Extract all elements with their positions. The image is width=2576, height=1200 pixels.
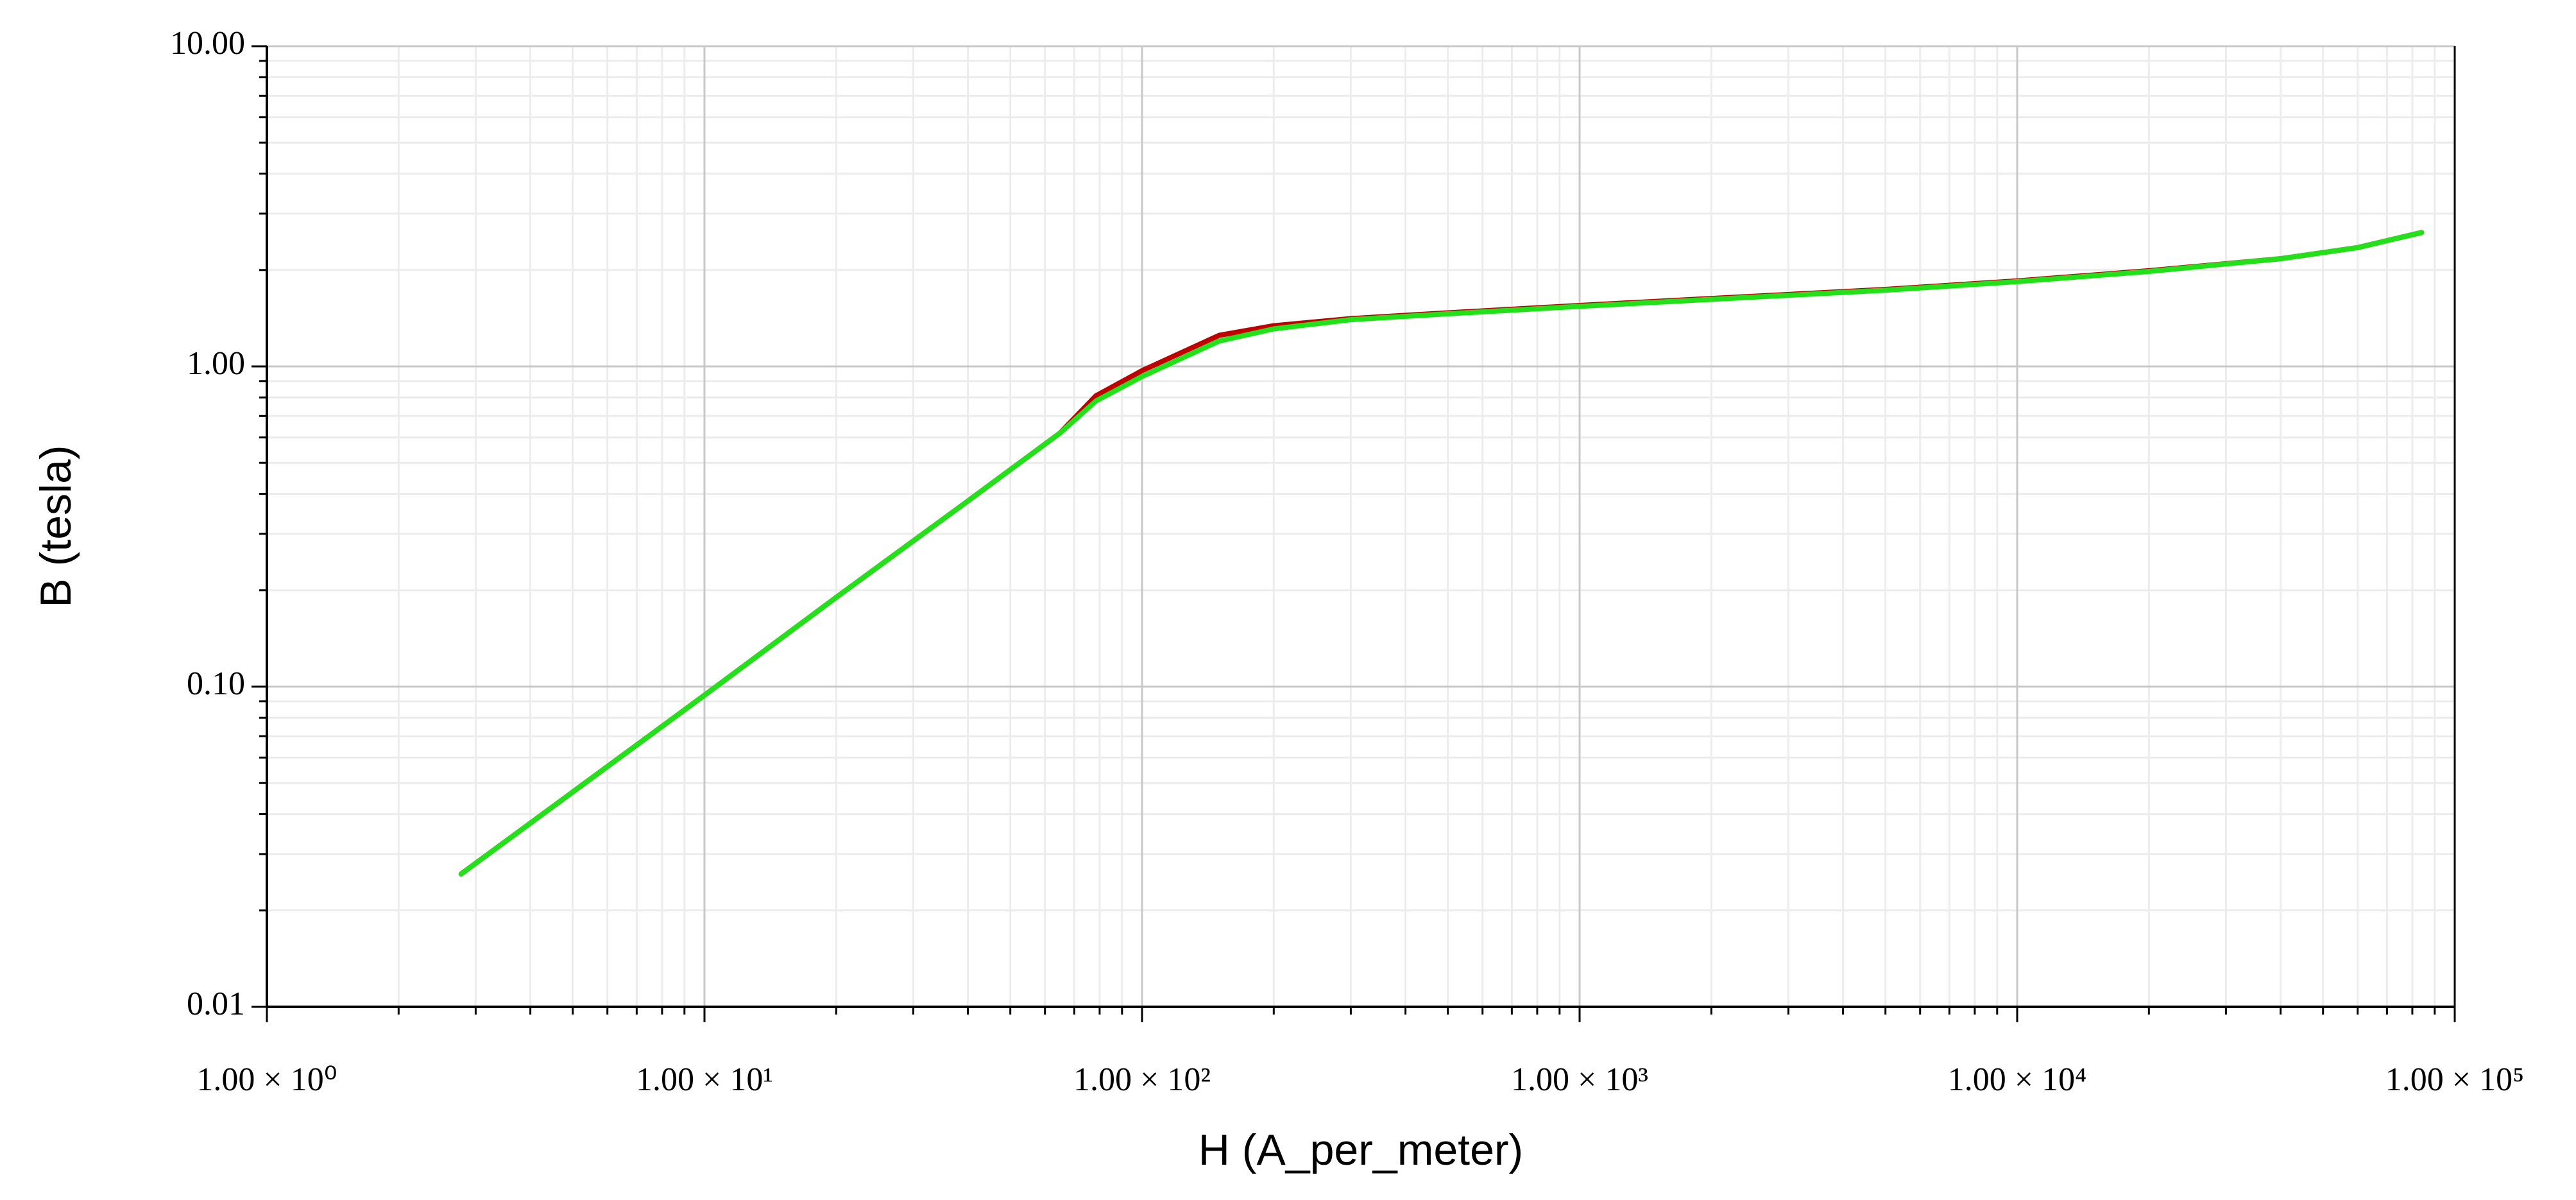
x-tick-label: 1.00 × 10³ [1511,1061,1648,1098]
y-tick-label: 10.00 [170,25,245,62]
y-tick-label: 1.00 [187,345,245,382]
y-tick-label: 0.10 [187,665,245,702]
y-axis-title: B (tesla) [31,445,80,607]
x-tick-label: 1.00 × 10² [1073,1061,1211,1098]
x-tick-label: 1.00 × 10¹ [636,1061,773,1098]
x-tick-label: 1.00 × 10⁰ [196,1061,337,1098]
series-line [458,230,2425,877]
x-axis-title: H (A_per_meter) [1198,1126,1523,1174]
x-tick-label: 1.00 × 10⁵ [2385,1061,2524,1098]
y-tick-label: 0.01 [187,986,245,1022]
series-line [458,230,2425,877]
x-tick-label: 1.00 × 10⁴ [1948,1061,2086,1098]
